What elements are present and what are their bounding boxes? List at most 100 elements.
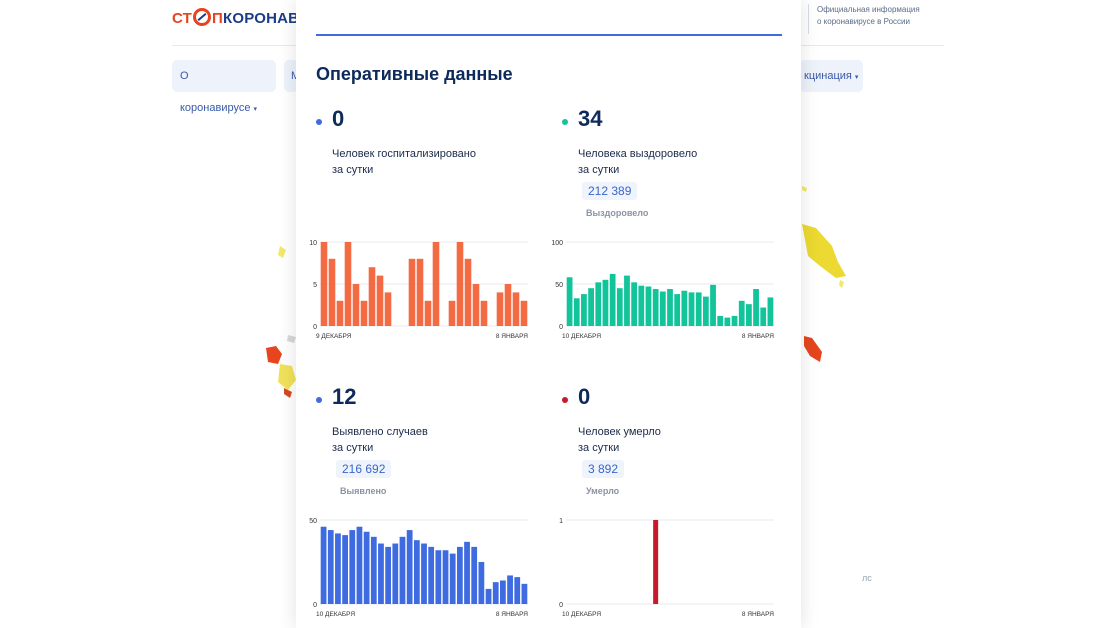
bar [392, 543, 399, 604]
bar [731, 315, 738, 326]
bar [520, 300, 528, 326]
bar [566, 277, 573, 326]
bar [363, 531, 370, 604]
official-line-1: Официальная информация [817, 5, 920, 14]
chart-deaths: 1 0 10 ДЕКАБРЯ 8 ЯНВАРЯ [552, 514, 784, 627]
bar [480, 300, 488, 326]
bar [442, 550, 449, 604]
stat-total: 212 389 [582, 182, 638, 200]
bar [360, 300, 368, 326]
stat-value: 34 [578, 106, 603, 131]
stat-detected: 12 Выявлено случаев за сутки 216 692 Выя… [316, 384, 536, 504]
bar [432, 242, 440, 326]
y-tick-label: 50 [555, 282, 563, 289]
y-tick-label: 0 [559, 324, 563, 331]
stat-desc-line1: Человек умерло [578, 426, 661, 438]
stat-desc-line2: за сутки [332, 442, 374, 454]
bar [399, 536, 406, 604]
chart-recovered: 100 50 0 10 ДЕКАБРЯ 8 ЯНВАРЯ [551, 236, 784, 349]
map-fragment-left [266, 246, 296, 398]
x-end-label: 8 ЯНВАРЯ [496, 333, 528, 340]
bar [435, 550, 442, 604]
stat-desc-line2: за сутки [578, 164, 620, 176]
stat-total-label: Выздоровело [586, 208, 649, 218]
bar [342, 535, 348, 604]
map-fragment-right [802, 186, 846, 362]
stat-description: Человека выздоровело за сутки [578, 146, 768, 178]
virus-icon [193, 8, 212, 26]
bar [504, 284, 512, 326]
y-tick-label: 10 [309, 240, 317, 247]
bar [645, 286, 652, 326]
x-start-label: 9 ДЕКАБРЯ [316, 333, 352, 340]
x-end-label: 8 ЯНВАРЯ [496, 611, 528, 618]
chart-svg: 1 0 10 ДЕКАБРЯ 8 ЯНВАРЯ [559, 518, 774, 618]
logo-text-part2: П [212, 10, 224, 27]
nav-vaccination[interactable]: кцинация ▾ [800, 60, 863, 92]
bar [738, 300, 745, 326]
bar [456, 242, 464, 326]
nav-measures[interactable]: М [284, 60, 300, 92]
stat-total: 3 892 [582, 460, 625, 478]
stat-dot [562, 397, 568, 403]
bar [760, 307, 767, 326]
stat-value: 0 [578, 384, 591, 409]
x-end-label: 8 ЯНВАРЯ [742, 611, 774, 618]
bar [472, 284, 480, 326]
bar [384, 292, 392, 326]
bar [456, 546, 463, 604]
bar [328, 258, 336, 326]
chart-hospitalized: 10 5 0 9 ДЕКАБРЯ 8 ЯНВАРЯ [306, 236, 538, 349]
bar [746, 304, 752, 326]
stat-dot [316, 397, 322, 403]
bar [449, 553, 456, 604]
stat-value: 0 [332, 106, 345, 131]
bar [327, 530, 334, 604]
stat-desc-line1: Выявлено случаев [332, 426, 428, 438]
bar [424, 300, 432, 326]
bar [492, 582, 499, 604]
bar [320, 242, 328, 326]
y-tick-label: 0 [313, 324, 317, 331]
bar [368, 267, 376, 326]
bar [753, 289, 759, 326]
stat-dot [316, 119, 322, 125]
bar [514, 577, 521, 604]
bar [344, 242, 352, 326]
bar [581, 294, 587, 326]
bar [588, 288, 594, 326]
bar [349, 530, 356, 604]
official-info-note: Официальная информация о коронавирусе в … [808, 4, 937, 34]
bar [356, 526, 363, 604]
y-tick-label: 1 [559, 518, 563, 525]
bar [500, 580, 506, 604]
bar [421, 543, 427, 604]
modal-title: Оперативные данные [316, 64, 513, 84]
stat-total: 216 692 [336, 460, 392, 478]
bar [496, 292, 504, 326]
stat-recovered: 34 Человека выздоровело за сутки 212 389… [562, 106, 782, 226]
nav-label: О коронавирусе [180, 70, 251, 114]
map-label-fragment: лс [862, 573, 872, 583]
stat-total-label: Умерло [586, 486, 620, 496]
operational-data-modal: Оперативные данные 0 Человек госпитализи… [296, 0, 801, 628]
chart-svg: 50 0 10 ДЕКАБРЯ 8 ЯНВАРЯ [309, 518, 528, 618]
bar [385, 546, 392, 604]
bar [464, 541, 470, 604]
nav-about-coronavirus[interactable]: О коронавирусе ▾ [172, 60, 276, 114]
bar [724, 317, 731, 326]
bar [595, 282, 602, 326]
x-start-label: 10 ДЕКАБРЯ [562, 333, 601, 340]
stat-deaths: 0 Человек умерло за сутки 3 892 Умерло [562, 384, 782, 504]
bar [471, 546, 478, 604]
site-logo[interactable]: СТ ПКОРОНАВ [172, 8, 299, 27]
x-start-label: 10 ДЕКАБРЯ [562, 611, 601, 618]
bar [416, 258, 424, 326]
stat-desc-line1: Человека выздоровело [578, 148, 698, 160]
y-tick-label: 5 [313, 282, 317, 289]
bar [352, 284, 360, 326]
logo-text-part3: КОРОНАВ [223, 10, 300, 27]
bar [659, 291, 666, 326]
x-end-label: 8 ЯНВАРЯ [742, 333, 774, 340]
